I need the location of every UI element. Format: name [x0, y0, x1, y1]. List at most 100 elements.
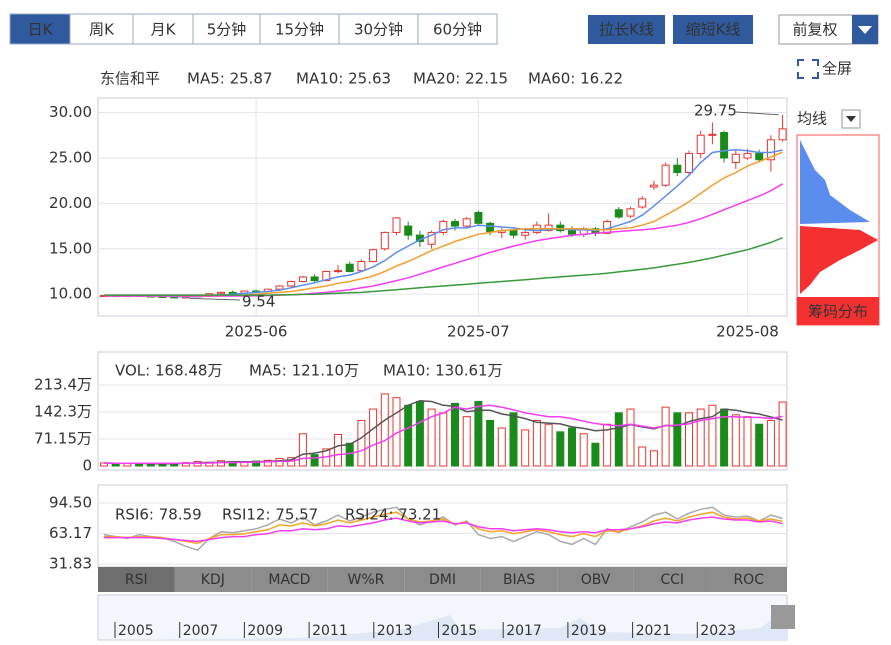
candle-body — [743, 152, 752, 159]
indicator-tab[interactable] — [251, 567, 328, 592]
line-series — [104, 237, 783, 296]
line-series — [103, 404, 783, 465]
volume-bar — [708, 404, 717, 467]
volume-bar — [298, 433, 307, 467]
indicator-tab[interactable] — [633, 567, 711, 592]
period-tab-label[interactable]: 月K — [151, 21, 177, 39]
indicator-tab-label[interactable]: BIAS — [503, 572, 535, 588]
volume-bar — [579, 433, 588, 467]
candle-body — [345, 263, 354, 272]
indicator-tab[interactable] — [710, 567, 787, 592]
zoom-button-label[interactable]: 拉长K线 — [599, 21, 654, 39]
adjust-label[interactable]: 前复权 — [792, 21, 837, 39]
candle-body — [720, 132, 729, 159]
y-tick-label: 10.00 — [49, 285, 92, 303]
volume-bar — [310, 454, 319, 467]
volume-bar — [263, 459, 272, 467]
indicator-tab[interactable] — [404, 567, 481, 592]
candle-body — [427, 231, 436, 245]
zoom-button-label[interactable]: 缩短K线 — [686, 21, 741, 39]
fullscreen-icon[interactable] — [797, 59, 819, 79]
candle-body — [439, 221, 448, 233]
year-label: 2023 — [700, 623, 736, 639]
candle-body — [685, 152, 693, 173]
y-tick-label: 30.00 — [49, 103, 92, 121]
indicator-tab-label[interactable]: RSI — [125, 572, 148, 588]
indicator-tab-label[interactable]: W%R — [348, 572, 385, 588]
volume-bar — [404, 404, 413, 467]
indicator-tab-label[interactable]: ROC — [733, 572, 764, 588]
indicator-tab-label[interactable]: CCI — [660, 572, 684, 588]
candle-body — [287, 280, 296, 287]
y-tick-label: 94.50 — [49, 493, 92, 511]
fullscreen-label[interactable]: 全屏 — [822, 60, 852, 78]
candle-body — [474, 211, 483, 224]
candle-body — [708, 133, 717, 136]
navigator-handle[interactable] — [771, 605, 795, 629]
y-tick-label: 20.00 — [49, 194, 92, 212]
chip-button-label[interactable]: 筹码分布 — [808, 303, 868, 321]
annotation-arrow — [189, 297, 241, 301]
candle-body — [731, 153, 740, 163]
period-tab-label[interactable]: 5分钟 — [207, 21, 247, 39]
y-tick-label: 0 — [82, 457, 92, 475]
legend-entry: MA60: 16.22 — [528, 70, 623, 88]
candle-body — [217, 291, 225, 295]
chip-panel — [796, 109, 880, 326]
zoom-button[interactable] — [588, 15, 665, 44]
volume-bar — [591, 442, 600, 467]
navigator — [97, 594, 795, 641]
year-label: 2011 — [312, 623, 348, 639]
period-tab[interactable] — [69, 13, 134, 45]
year-label: 2017 — [506, 623, 542, 639]
y-tick-label: 31.83 — [49, 555, 92, 573]
candle-body — [556, 224, 565, 232]
indicator-tab[interactable] — [480, 567, 558, 592]
volume-frame — [97, 351, 788, 471]
stock-name: 东信和平 — [100, 70, 160, 88]
volume-bar — [509, 412, 518, 467]
candle-body — [228, 291, 237, 294]
volume-bar — [111, 463, 120, 467]
indicator-tab-label[interactable]: KDJ — [201, 572, 225, 588]
period-tab-label[interactable]: 周K — [89, 21, 115, 39]
indicator-tab-label[interactable]: OBV — [581, 572, 611, 588]
period-tab[interactable] — [259, 13, 340, 45]
volume-bar — [521, 429, 530, 467]
volume-bar — [731, 414, 740, 467]
chip-button[interactable] — [797, 297, 879, 325]
volume-bar — [486, 419, 495, 467]
y-tick-label: 15.00 — [49, 239, 92, 257]
indicator-tab-label[interactable]: MACD — [268, 572, 310, 588]
indicator-tab[interactable] — [327, 567, 405, 592]
candle-body — [673, 164, 682, 173]
period-tab-label[interactable]: 15分钟 — [275, 21, 324, 39]
year-label: 2021 — [636, 623, 672, 639]
candle-body — [462, 218, 471, 227]
period-tab-label[interactable]: 60分钟 — [433, 21, 482, 39]
period-tab[interactable] — [192, 13, 261, 45]
volume-bar — [497, 427, 506, 467]
candle-body — [392, 217, 401, 233]
period-tab-label[interactable]: 30分钟 — [354, 21, 403, 39]
adjust-arrow — [858, 26, 872, 34]
period-tab-label[interactable]: 日K — [28, 21, 54, 39]
indicator-tab[interactable] — [557, 567, 634, 592]
volume-bar — [755, 423, 764, 467]
indicator-tab[interactable] — [98, 567, 175, 592]
ma-select-label[interactable]: 均线 — [797, 110, 827, 128]
annotation: 9.54 — [242, 293, 275, 311]
navigator-area — [98, 610, 787, 640]
volume-bar — [649, 450, 658, 467]
period-tab[interactable] — [338, 13, 419, 45]
period-tab[interactable] — [9, 13, 71, 45]
candle-body — [778, 128, 787, 141]
indicator-tab[interactable] — [174, 567, 252, 592]
period-tab[interactable] — [132, 13, 194, 45]
indicator-tab-label[interactable]: DMI — [429, 572, 456, 588]
period-tab[interactable] — [417, 13, 498, 45]
volume-bar — [380, 393, 389, 467]
volume-bar — [626, 408, 635, 467]
zoom-button[interactable] — [673, 15, 753, 44]
